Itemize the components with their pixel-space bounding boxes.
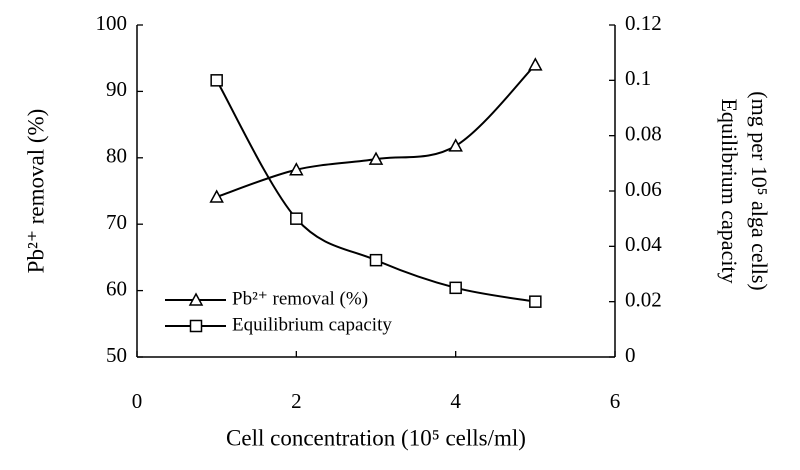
y-tick-label: 80	[106, 144, 127, 168]
y2-axis-label: (mg per 10⁵ alga cells)	[747, 91, 772, 290]
y2-tick-label: 0.02	[625, 287, 662, 311]
y2-axis-label: Equilibrium capacity	[717, 98, 742, 283]
legend-marker	[188, 292, 204, 306]
series-line	[215, 79, 536, 303]
y2-tick-label: 0.06	[625, 177, 662, 201]
legend-marker	[189, 319, 203, 333]
y-tick-label: 90	[106, 77, 127, 101]
marker	[529, 295, 542, 308]
legend-label: Pb²⁺ removal (%)	[232, 288, 368, 309]
marker	[368, 151, 384, 165]
y2-tick-label: 0.04	[625, 232, 662, 256]
marker	[289, 162, 304, 176]
y-axis-label: Pb²⁺ removal (%)	[23, 109, 48, 274]
y2-tick-label: 0.12	[625, 11, 662, 35]
x-tick-label: 6	[610, 389, 621, 413]
y2-tick-label: 0	[625, 343, 636, 367]
marker	[210, 74, 223, 87]
marker	[528, 57, 543, 71]
marker	[290, 212, 303, 225]
x-axis-label: Cell concentration (10⁵ cells/ml)	[226, 425, 526, 450]
series-line	[216, 64, 537, 198]
marker	[448, 138, 463, 152]
y2-tick-label: 0.1	[625, 66, 651, 90]
marker	[209, 189, 224, 203]
y-tick-label: 100	[96, 11, 128, 35]
x-tick-label: 2	[291, 389, 302, 413]
y-tick-label: 50	[106, 343, 127, 367]
x-tick-label: 4	[450, 389, 461, 413]
y-tick-label: 70	[106, 210, 127, 234]
marker	[369, 253, 383, 267]
marker	[449, 281, 462, 295]
x-tick-label: 0	[132, 389, 143, 413]
legend-label: Equilibrium capacity	[232, 314, 392, 335]
y2-tick-label: 0.08	[625, 121, 662, 145]
y-tick-label: 60	[106, 276, 127, 300]
